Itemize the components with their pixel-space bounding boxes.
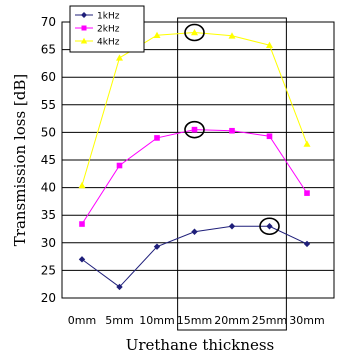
y-tick-label: 45 [41, 153, 56, 167]
x-tick-label: 30mm [289, 314, 324, 327]
data-point [266, 223, 273, 230]
gridlines [62, 49, 334, 271]
y-tick-label: 35 [41, 208, 56, 222]
x-tick-label: 0mm [68, 314, 96, 327]
x-tick-label: 20mm [214, 314, 249, 327]
data-point [228, 32, 236, 39]
data-point [303, 140, 311, 147]
legend-marker [80, 37, 88, 44]
highlight-circle [184, 120, 205, 139]
data-point [79, 221, 85, 227]
series-line-2kHz [81, 129, 308, 225]
series-line-4kHz [81, 31, 308, 186]
x-tick-label: 5mm [105, 314, 133, 327]
data-point [191, 28, 198, 36]
legend-marker [81, 12, 87, 18]
y-tick-label: 60 [41, 70, 56, 84]
data-point [229, 127, 235, 134]
y-tick-label: 25 [41, 263, 56, 277]
x-tick-label: 25mm [252, 314, 287, 327]
x-tick-label: 15mm [177, 314, 212, 327]
highlight-circle [184, 23, 205, 42]
data-point [78, 181, 86, 189]
legend-label: 1kHz [97, 12, 120, 22]
data-point [153, 31, 161, 39]
y-tick-label: 50 [41, 125, 56, 139]
data-point [303, 240, 311, 248]
legend-label: 4kHz [97, 38, 120, 48]
data-point [78, 256, 86, 263]
data-point [116, 283, 123, 291]
legend: 1kHz 2kHz 4kHz [69, 5, 145, 53]
highlight-circle [259, 217, 280, 236]
data-point [116, 54, 123, 61]
x-axis-title: Urethane thickness [126, 336, 275, 354]
data-point [191, 126, 198, 133]
highlight-box [177, 17, 287, 331]
y-tick-label: 20 [41, 291, 56, 305]
series-markers [78, 28, 311, 291]
data-point [266, 41, 273, 48]
y-tick-label: 70 [41, 15, 56, 29]
y-tick-label: 40 [41, 181, 56, 195]
legend-marker [81, 25, 87, 31]
y-tick-label: 65 [41, 43, 56, 57]
circled-points [184, 23, 280, 236]
data-point [266, 133, 273, 140]
y-tick-label: 30 [41, 236, 56, 250]
series-line-1kHz [81, 225, 308, 288]
data-point [153, 243, 161, 250]
data-point [304, 190, 310, 196]
data-point [116, 162, 123, 169]
data-point [154, 135, 160, 141]
y-axis-title: Transmission loss [dB] [11, 74, 29, 246]
y-tick-labels: 20 25 30 35 40 45 50 55 60 65 70 [41, 15, 56, 305]
data-point [191, 228, 198, 235]
data-point [228, 223, 236, 230]
x-tick-labels: 0mm 5mm 10mm 15mm 20mm 25mm 30mm [68, 314, 325, 327]
legend-label: 2kHz [97, 25, 120, 35]
y-tick-label: 55 [41, 98, 56, 112]
x-tick-label: 10mm [139, 314, 174, 327]
